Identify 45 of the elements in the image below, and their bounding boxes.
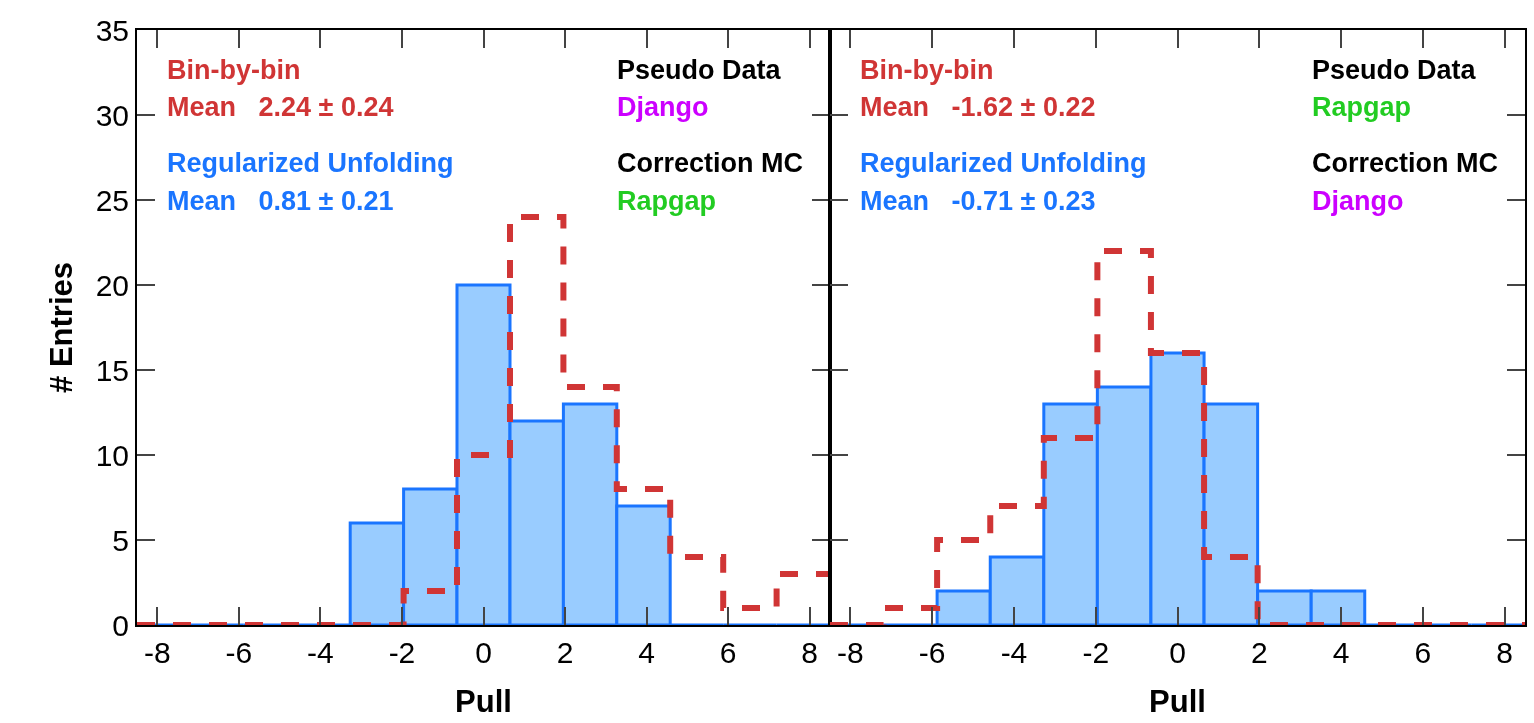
x-tick-label: 0 [1169, 636, 1186, 669]
x-tick-label: -6 [918, 636, 946, 669]
x-tick-label: 6 [1414, 636, 1432, 669]
x-tick-label: -8 [837, 636, 864, 669]
x-tick-label: 4 [1332, 636, 1350, 669]
annotation: Correction MC [617, 148, 804, 178]
x-axis-title: Pull [1149, 683, 1206, 719]
text: Bin-by-bin [167, 55, 301, 85]
y-tick-label: 5 [112, 523, 129, 557]
x-tick-label: -8 [144, 636, 171, 669]
annotation: Rapgap [1312, 92, 1412, 122]
x-tick-label: 2 [556, 636, 574, 669]
y-tick-label: 20 [95, 268, 129, 302]
y-tick-label: 10 [95, 438, 129, 472]
annotation: Pseudo Data [1312, 55, 1477, 85]
annotation: Mean -1.62 ± 0.22 [860, 92, 1096, 122]
x-tick-label: -2 [388, 636, 416, 669]
x-tick-label: 6 [719, 636, 737, 669]
x-tick-label: -4 [1000, 636, 1028, 669]
annotation: Django [617, 92, 709, 122]
x-tick-label: 8 [801, 636, 818, 669]
annotation: Django [1312, 186, 1404, 216]
annotation: Mean 0.81 ± 0.21 [167, 186, 394, 216]
y-tick-label: 25 [95, 183, 129, 217]
y-tick-label: 35 [95, 13, 129, 47]
x-tick-label: 4 [638, 636, 655, 669]
text: Bin-by-bin [860, 55, 994, 85]
x-tick-label: 8 [1496, 636, 1513, 669]
y-tick-label: 0 [112, 608, 129, 642]
annotation: Pseudo Data [617, 55, 782, 85]
y-tick-label: 30 [95, 98, 129, 132]
annotation: Correction MC [1312, 148, 1499, 178]
x-axis-title: Pull [455, 683, 512, 719]
annotation: Mean 2.24 ± 0.24 [167, 92, 394, 122]
annotation: Mean -0.71 ± 0.23 [860, 186, 1096, 216]
x-tick-label: -6 [225, 636, 253, 669]
x-tick-label: 0 [475, 636, 492, 669]
text: Regularized Unfolding [860, 148, 1147, 178]
x-tick-label: -4 [307, 636, 334, 669]
annotation: Rapgap [617, 186, 717, 216]
y-axis-title: # Entries [43, 262, 79, 393]
x-tick-label: -2 [1082, 636, 1110, 669]
x-tick-label: 2 [1250, 636, 1268, 669]
y-tick-label: 15 [95, 353, 129, 387]
text: Regularized Unfolding [167, 148, 454, 178]
